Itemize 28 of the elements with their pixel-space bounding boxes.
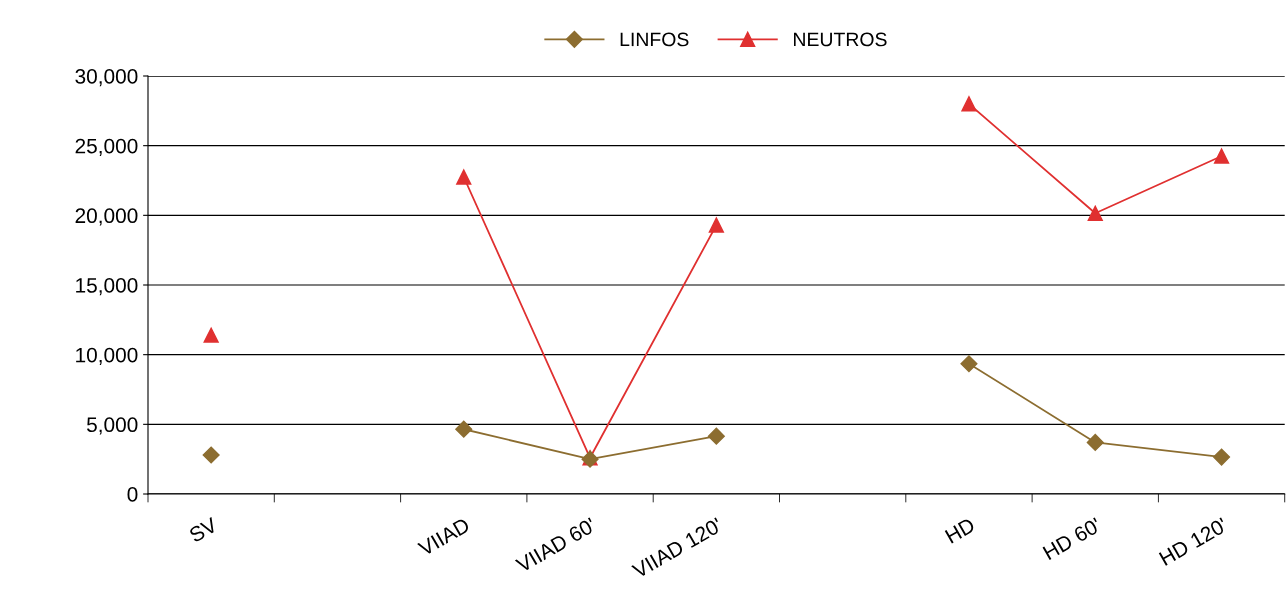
legend-label: NEUTROS — [794, 32, 887, 47]
point — [1213, 448, 1231, 466]
y-tick-label: 20,000 — [75, 208, 138, 226]
x-tick-label: HD 120' — [1158, 517, 1229, 566]
legend-label: LINFOS — [620, 32, 689, 47]
x-tick-label: VIIAD — [417, 517, 471, 557]
x-tick-label: SV — [188, 516, 219, 543]
x-tick-label: VIIAD 60' — [514, 517, 597, 574]
y-tick-label: 15,000 — [76, 278, 138, 296]
point — [1086, 433, 1104, 451]
x-tick-label: VIIAD 120' — [631, 517, 724, 579]
x-tick-label: HD — [944, 517, 976, 544]
point — [203, 327, 219, 343]
y-tick-label: 0 — [127, 487, 138, 502]
point — [961, 96, 977, 112]
y-tick-label: 5,000 — [86, 417, 138, 435]
y-tick-label: 10,000 — [76, 347, 138, 365]
point — [707, 427, 725, 445]
point — [708, 217, 724, 233]
point — [456, 169, 472, 185]
point — [1213, 148, 1230, 164]
point — [455, 420, 473, 438]
point — [1087, 205, 1103, 221]
y-tick-label: 25,000 — [75, 138, 138, 156]
point — [202, 446, 220, 464]
point — [960, 355, 978, 373]
y-tick-label: 30,000 — [75, 69, 138, 87]
x-tick-label: HD 60' — [1042, 517, 1103, 561]
